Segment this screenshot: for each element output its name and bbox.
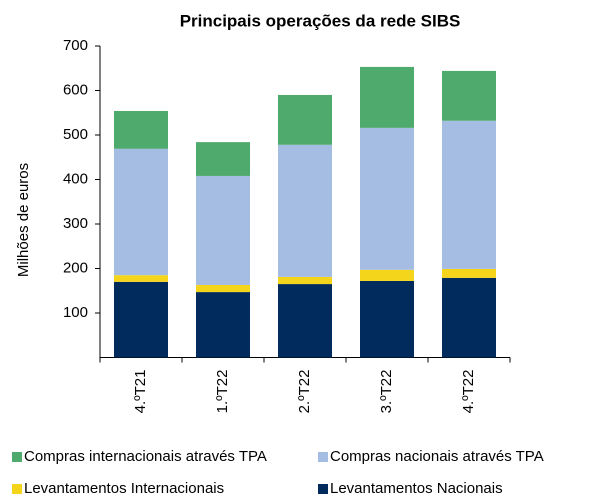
bar-segment xyxy=(442,70,496,121)
legend-swatch xyxy=(318,452,328,462)
bar-segment xyxy=(278,144,332,277)
legend-label: Levantamentos Nacionais xyxy=(330,480,503,497)
y-tick-label: 600 xyxy=(63,81,88,98)
x-tick-label: 1.ºT22 xyxy=(214,370,231,414)
bar-segment xyxy=(114,281,168,358)
y-tick-label: 400 xyxy=(63,170,88,187)
y-tick-label: 100 xyxy=(63,304,88,321)
legend-label: Compras internacionais através TPA xyxy=(24,448,267,465)
bar-segment xyxy=(360,269,414,281)
bar-segment xyxy=(360,66,414,128)
x-tick-label: 2.ºT22 xyxy=(296,370,313,414)
bar-segment xyxy=(278,94,332,145)
x-tick-label: 3.ºT22 xyxy=(378,370,395,414)
bar-segment xyxy=(278,276,332,285)
legend-swatch xyxy=(318,484,328,494)
bar-segment xyxy=(196,292,250,358)
bar-segment xyxy=(196,175,250,285)
y-tick-label: 300 xyxy=(63,215,88,232)
y-tick-label: 200 xyxy=(63,259,88,276)
y-tick-label: 500 xyxy=(63,126,88,143)
bar-segment xyxy=(196,284,250,293)
bar-segment xyxy=(360,280,414,358)
bar-segment xyxy=(360,127,414,270)
bar-segment xyxy=(278,284,332,358)
chart-title: Principais operações da rede SIBS xyxy=(180,11,461,30)
bar-segment xyxy=(442,277,496,358)
bar-segment xyxy=(114,148,168,276)
bar-segment xyxy=(114,110,168,149)
legend-swatch xyxy=(12,452,22,462)
legend-label: Levantamentos Internacionais xyxy=(24,480,224,497)
bar-segment xyxy=(442,268,496,278)
x-tick-label: 4.ºT22 xyxy=(460,370,477,414)
legend-label: Compras nacionais através TPA xyxy=(330,448,544,465)
legend-swatch xyxy=(12,484,22,494)
y-tick-label: 700 xyxy=(63,37,88,54)
bar-segment xyxy=(442,120,496,269)
bar-segment xyxy=(114,275,168,282)
y-axis-label: Milhões de euros xyxy=(15,163,32,277)
bar-segment xyxy=(196,142,250,176)
x-tick-label: 4.ºT21 xyxy=(132,370,149,414)
